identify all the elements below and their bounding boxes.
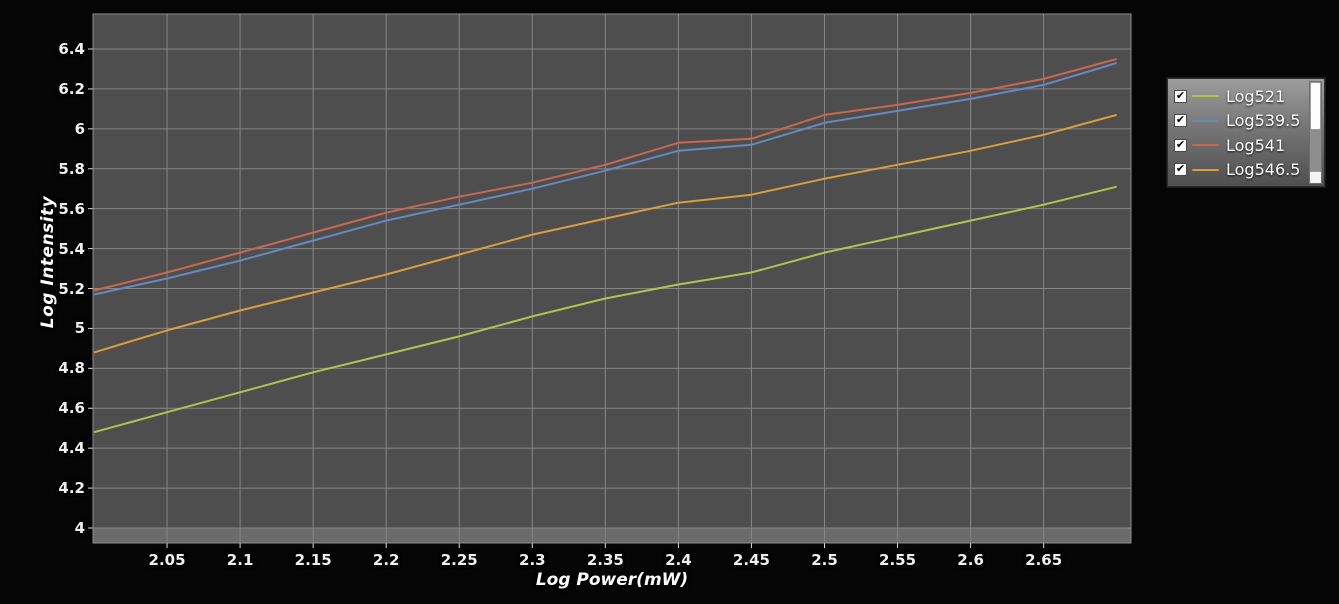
y-tick-label: 5.2 <box>58 279 85 298</box>
x-tick-label: 2.45 <box>732 551 770 569</box>
series-line-log546-5 <box>93 113 1117 354</box>
y-tick-label: 6.2 <box>58 79 85 98</box>
legend-checkbox-icon[interactable]: ✔ <box>1174 137 1187 152</box>
plot-border <box>92 13 1132 544</box>
y-tick-label: 4.2 <box>58 479 85 498</box>
x-tick-label: 2.25 <box>440 551 478 569</box>
legend-label: Log521 <box>1226 86 1286 106</box>
y-tick-label: 5.6 <box>58 199 85 218</box>
y-axis-title: Log Intensity <box>38 195 58 329</box>
x-tick-label: 2.1 <box>226 551 254 569</box>
legend-items: ✔ Log521 ✔ Log539.5 ✔ Log541 ✔ Log546.5 <box>1174 84 1306 182</box>
plot-area <box>93 14 1131 543</box>
legend-label: Log541 <box>1226 135 1286 155</box>
y-tick-label: 4.6 <box>58 399 85 418</box>
legend-item-log546-5[interactable]: ✔ Log546.5 <box>1174 158 1306 182</box>
x-axis-title: Log Power(mW) <box>535 570 689 590</box>
legend-checkbox-icon[interactable]: ✔ <box>1174 88 1187 103</box>
legend: ✔ Log521 ✔ Log539.5 ✔ Log541 ✔ Log546.5 <box>1167 78 1325 187</box>
series-line-log541 <box>93 58 1117 292</box>
x-tick-label: 2.5 <box>811 551 838 569</box>
legend-item-log541[interactable]: ✔ Log541 <box>1174 133 1306 157</box>
legend-line-swatch <box>1192 168 1219 171</box>
y-tick-label: 5.8 <box>58 159 85 178</box>
y-tick-label: 5 <box>74 319 85 338</box>
legend-scrollbar[interactable] <box>1309 81 1322 184</box>
y-tick-label: 6 <box>74 119 85 138</box>
legend-line-swatch <box>1192 119 1219 122</box>
series-line-log539-5 <box>93 62 1117 296</box>
legend-label: Log539.5 <box>1226 111 1301 131</box>
y-tick-label: 4 <box>74 519 85 537</box>
x-tick-label: 2.15 <box>294 551 332 569</box>
x-tick-label: 2.05 <box>148 551 186 569</box>
legend-label: Log546.5 <box>1226 160 1301 180</box>
legend-item-log521[interactable]: ✔ Log521 <box>1174 84 1306 108</box>
x-axis-band <box>93 528 1131 543</box>
legend-checkbox-icon[interactable]: ✔ <box>1174 162 1187 177</box>
legend-line-swatch <box>1192 95 1219 97</box>
legend-line-swatch <box>1192 144 1219 147</box>
y-tick-label: 6.4 <box>58 40 85 58</box>
x-tick-label: 2.6 <box>957 551 984 569</box>
legend-item-log539-5[interactable]: ✔ Log539.5 <box>1174 109 1306 133</box>
y-tick-label: 5.4 <box>58 239 85 258</box>
y-tick-label: 4.8 <box>58 359 85 378</box>
x-tick-label: 2.55 <box>879 551 917 569</box>
x-tick-label: 2.35 <box>586 551 624 569</box>
x-tick-label: 2.4 <box>665 551 692 569</box>
x-tick-label: 2.3 <box>519 551 546 569</box>
legend-scrollbar-button[interactable] <box>1310 171 1321 183</box>
legend-checkbox-icon[interactable]: ✔ <box>1174 113 1187 128</box>
series-line-log521 <box>93 185 1117 434</box>
x-tick-label: 2.2 <box>372 551 400 569</box>
x-tick-label: 2.65 <box>1025 551 1063 569</box>
legend-scrollbar-thumb[interactable] <box>1310 82 1321 130</box>
y-tick-label: 4.4 <box>58 439 85 458</box>
